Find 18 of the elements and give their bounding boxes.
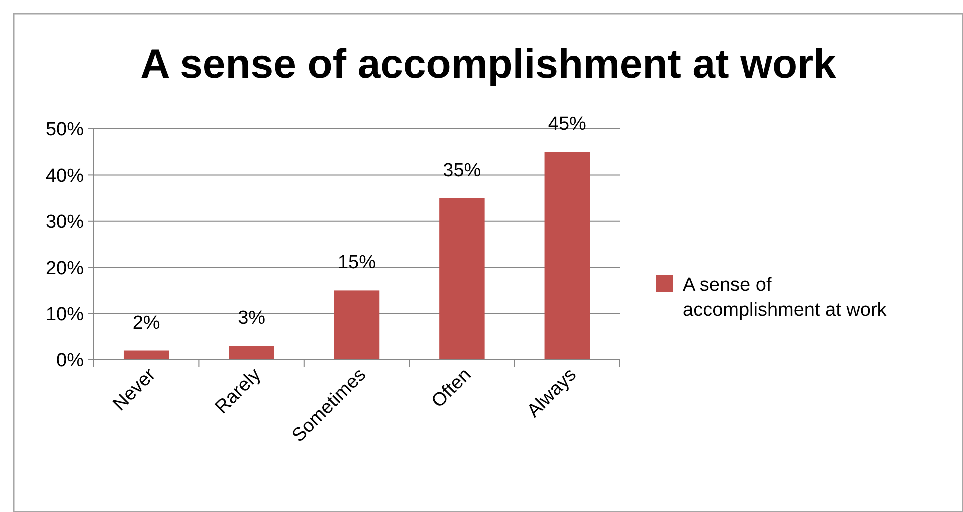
y-tick-label: 40%	[46, 166, 84, 187]
y-tick-label: 30%	[46, 212, 84, 234]
bar	[229, 346, 274, 360]
bar	[440, 198, 485, 360]
bar	[544, 152, 590, 360]
y-tick-label: 0%	[56, 350, 84, 372]
bar	[124, 350, 170, 360]
y-tick-label: 50%	[46, 120, 84, 141]
data-label: 35%	[443, 160, 482, 182]
legend-label: A sense of accomplishment at work	[683, 275, 888, 321]
data-label: 2%	[132, 312, 160, 334]
bar	[334, 290, 380, 360]
data-label: 15%	[338, 252, 376, 274]
chart-title: A sense of accomplishment at work	[140, 41, 837, 87]
y-tick-label: 10%	[46, 304, 84, 326]
y-tick-label: 20%	[46, 258, 84, 280]
data-label: 3%	[238, 308, 266, 330]
data-label: 45%	[548, 114, 587, 136]
